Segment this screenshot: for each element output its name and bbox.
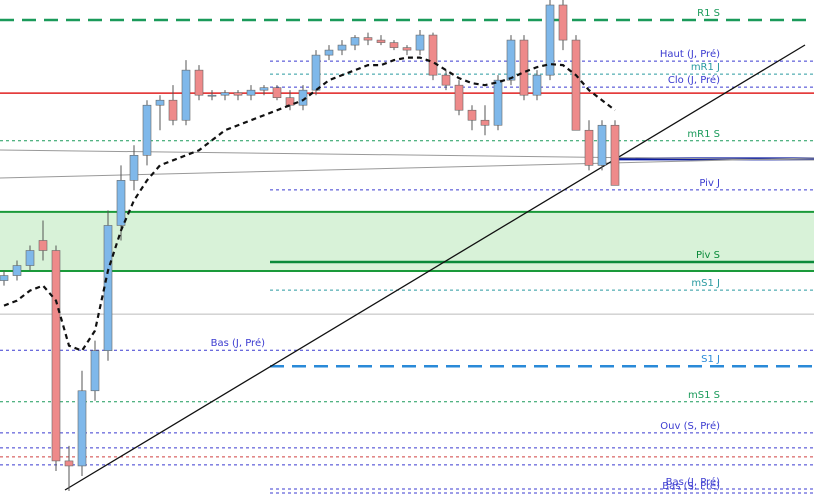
level-label: Bas (J, Pré) [666, 476, 720, 488]
candle-body [181, 69, 191, 121]
candle-body [246, 89, 256, 96]
candle-body [38, 240, 48, 251]
candle-body [467, 109, 477, 121]
level-label: Piv J [699, 178, 720, 189]
candle-body [324, 49, 334, 56]
candle-body [376, 39, 386, 43]
candle-body [155, 99, 165, 106]
candle-body [506, 39, 516, 81]
candle-body [493, 79, 503, 126]
candle-body [402, 47, 412, 51]
candle-body [272, 87, 282, 98]
candle-body [480, 119, 490, 126]
level-label: mR1 S [687, 129, 720, 140]
moving-average [3, 56, 616, 353]
candle-body [194, 69, 204, 96]
candle-body [571, 39, 581, 131]
candle-body [12, 265, 22, 276]
candle-body [168, 99, 178, 121]
trend-line [0, 157, 814, 179]
trend-line [64, 44, 806, 491]
candle-body [0, 275, 9, 281]
candle-body [129, 155, 139, 181]
level-label: Ouv (S, Pré) [660, 420, 720, 432]
level-label: mS1 S [688, 390, 720, 401]
trend-line [0, 149, 814, 161]
candle-body [142, 104, 152, 156]
candle-body [259, 87, 269, 91]
level-label: Clo (J, Pré) [668, 74, 720, 86]
candle-body [207, 94, 217, 97]
level-label: Piv S [696, 250, 720, 261]
level-label: Haut (J, Pré) [660, 48, 720, 60]
candle-body [610, 124, 620, 186]
candle-body [584, 129, 594, 166]
level-label: mR1 J [691, 62, 720, 73]
level-label: Bas (J, Pré) [211, 337, 265, 349]
candle-body [51, 250, 61, 462]
candle-body [64, 460, 74, 467]
candle-body [337, 44, 347, 51]
candle-body [116, 180, 126, 226]
candle-body [545, 4, 555, 76]
background-layer [0, 18, 814, 494]
candle-body [415, 34, 425, 51]
candle-body [285, 97, 295, 106]
candle-body [233, 92, 243, 96]
candle-body [441, 74, 451, 86]
level-label: S1 J [701, 354, 720, 365]
candle-body [428, 34, 438, 76]
candle-body [311, 54, 321, 91]
candle-body [77, 390, 87, 467]
candle-body [532, 74, 542, 96]
level-label: R1 S [697, 8, 720, 19]
candle-body [90, 350, 100, 392]
candle-body [363, 37, 373, 41]
candle-body [558, 4, 568, 41]
candle-body [220, 92, 230, 96]
candle-body [597, 124, 607, 166]
level-label: Bas (S, Pré) [662, 480, 720, 492]
candle-body [298, 89, 308, 106]
candle-body [389, 42, 399, 48]
candle-body [454, 84, 464, 111]
level-label: mS1 J [691, 278, 720, 289]
candle-body [519, 39, 529, 96]
candle-body [25, 250, 35, 266]
candle-body [350, 37, 360, 46]
